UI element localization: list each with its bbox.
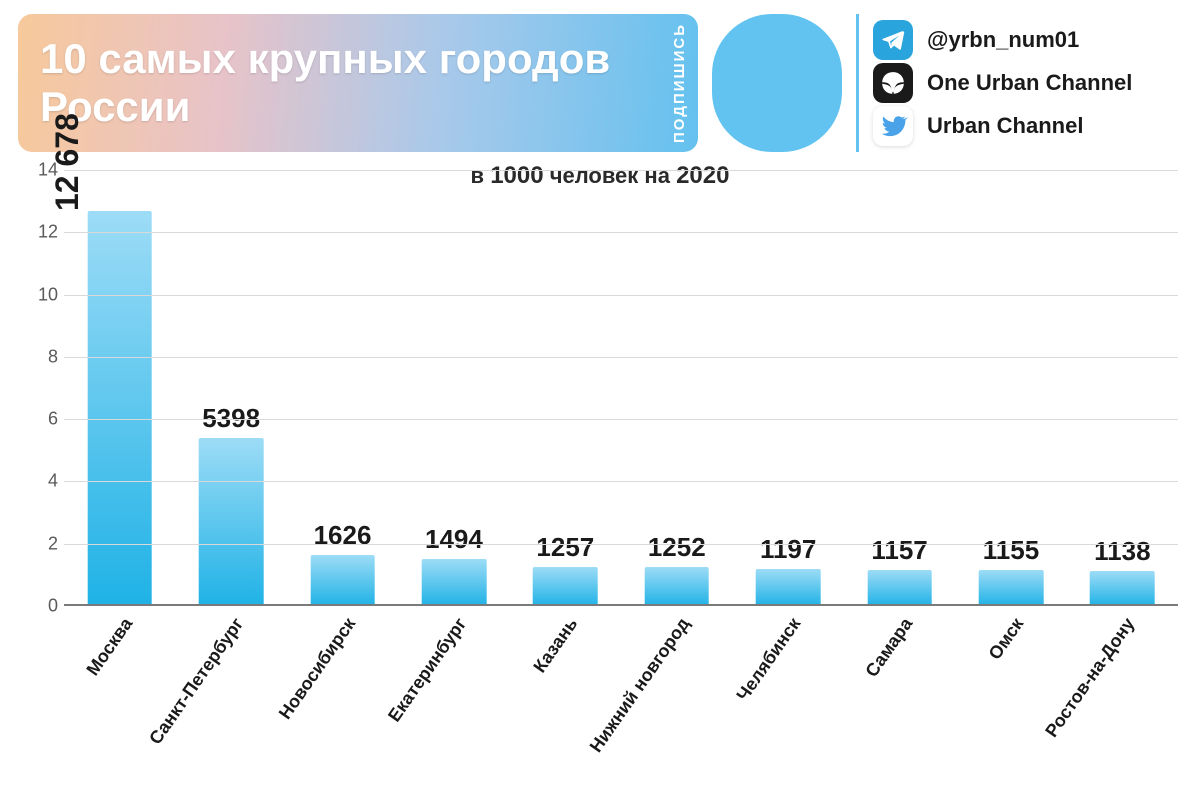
gridline [64, 357, 1178, 358]
y-tick-label: 4 [24, 471, 58, 492]
y-tick-label: 14 [24, 160, 58, 181]
y-tick-label: 8 [24, 346, 58, 367]
bar-value-label: 1494 [425, 524, 483, 555]
bar-slot: 1157 [844, 170, 955, 606]
x-axis-labels: МоскваСанкт-ПетербургНовосибирскЕкатерин… [64, 606, 1178, 786]
bar-value-label: 1157 [871, 535, 927, 566]
y-tick-label: 12 [24, 222, 58, 243]
bar-value-label: 1257 [536, 532, 594, 563]
bar-chart: 12 6785398 1626 1494 1257 1252 1197 1157 1155 11… [18, 170, 1182, 786]
bar [310, 555, 375, 606]
bar-slot: 1252 [621, 170, 732, 606]
bar-slot: 12 678 [64, 170, 175, 606]
bar [87, 211, 152, 606]
x-label-slot: Омск [955, 606, 1066, 786]
bar-value-label: 1197 [760, 534, 816, 565]
x-label-slot: Нижний новгород [621, 606, 732, 786]
gridline [64, 295, 1178, 296]
x-label-slot: Челябинск [732, 606, 843, 786]
bar-slot: 1138 [1067, 170, 1178, 606]
social-zen[interactable]: One Urban Channel [873, 63, 1182, 103]
bar [756, 569, 821, 606]
y-tick-label: 2 [24, 533, 58, 554]
x-label-slot: Самара [844, 606, 955, 786]
bar [979, 570, 1044, 606]
bar [644, 567, 709, 606]
social-label: Urban Channel [927, 113, 1083, 139]
x-axis-label: Челябинск [733, 614, 806, 705]
gridline [64, 481, 1178, 482]
gridline [64, 170, 1178, 171]
x-label-slot: Ростов-на-Дону [1067, 606, 1178, 786]
zen-icon [873, 63, 913, 103]
twitter-icon [873, 106, 913, 146]
social-links: @yrbn_num01 One Urban Channel Urban Chan… [873, 14, 1182, 152]
x-axis-label: Самара [861, 614, 917, 681]
x-label-slot: Санкт-Петербург [175, 606, 286, 786]
social-label: One Urban Channel [927, 70, 1132, 96]
bar-slot: 1197 [732, 170, 843, 606]
x-label-slot: Казань [510, 606, 621, 786]
y-tick-label: 0 [24, 596, 58, 617]
y-tick-label: 6 [24, 409, 58, 430]
bar [422, 559, 487, 606]
subscribe-badge: ПОДПИШИСЬ [671, 23, 688, 143]
x-label-slot: Новосибирск [287, 606, 398, 786]
social-telegram[interactable]: @yrbn_num01 [873, 20, 1182, 60]
x-label-slot: Москва [64, 606, 175, 786]
bar-slot: 1626 [287, 170, 398, 606]
decorative-pill [712, 14, 842, 152]
bar [199, 438, 264, 606]
bars-container: 12 6785398 1626 1494 1257 1252 1197 1157 1155 11… [64, 170, 1178, 606]
header: 10 самых крупных городов России ПОДПИШИС… [18, 14, 1182, 152]
x-label-slot: Екатеринбург [398, 606, 509, 786]
bar-slot: 1155 [955, 170, 1066, 606]
x-axis-label: Москва [82, 614, 137, 680]
x-axis-label: Казань [530, 614, 583, 677]
x-axis-label: Омск [985, 614, 1029, 664]
bar-slot: 5398 [175, 170, 286, 606]
gridline [64, 232, 1178, 233]
gridline [64, 544, 1178, 545]
bar-value-label: 1252 [648, 532, 706, 563]
plot-area: 12 6785398 1626 1494 1257 1252 1197 1157 1155 11… [64, 170, 1178, 606]
title-card: 10 самых крупных городов России ПОДПИШИС… [18, 14, 698, 152]
y-tick-label: 10 [24, 284, 58, 305]
bar-value-label: 1155 [983, 535, 1039, 566]
x-axis-label: Новосибирск [274, 614, 359, 723]
gridline [64, 419, 1178, 420]
bar-value-label: 1626 [314, 520, 372, 551]
vertical-divider [856, 14, 859, 152]
telegram-icon [873, 20, 913, 60]
social-label: @yrbn_num01 [927, 27, 1079, 53]
bar [1090, 571, 1155, 606]
bar-slot: 1494 [398, 170, 509, 606]
social-twitter[interactable]: Urban Channel [873, 106, 1182, 146]
bar-slot: 1257 [510, 170, 621, 606]
bar [533, 567, 598, 606]
page-title: 10 самых крупных городов России [40, 35, 676, 132]
bar-value-label: 1138 [1094, 536, 1150, 567]
bar [867, 570, 932, 606]
